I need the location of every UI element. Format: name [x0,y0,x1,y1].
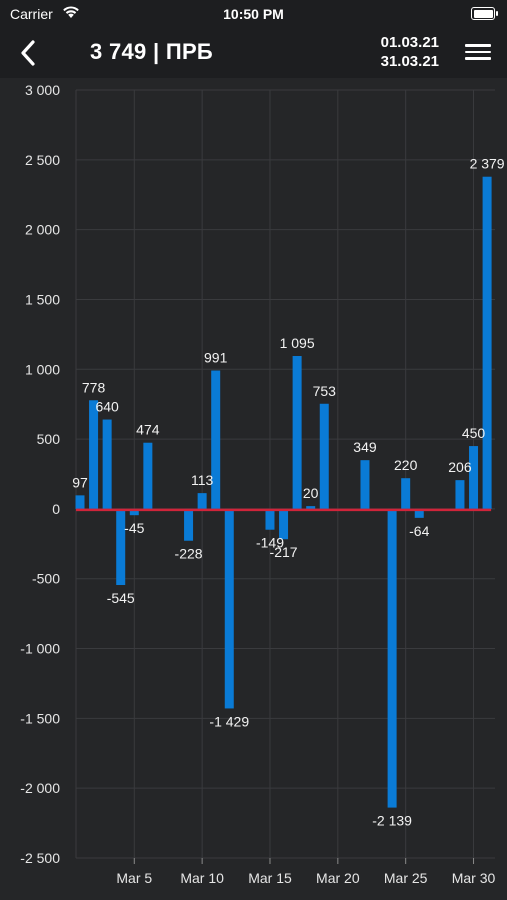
date-to: 31.03.21 [380,53,439,70]
bar [401,478,411,509]
bar-chart: 3 000 2 500 2 000 1 500 1 000 500 0 -500 -1 000 -… [20,82,505,886]
y-tick-label: 1 000 [25,361,60,377]
bar [184,508,194,541]
back-arrow-icon[interactable] [14,38,44,68]
y-axis-ticks: 3 000 2 500 2 000 1 500 1 000 500 0 -500 -1 000 -… [20,82,60,866]
y-tick-label: -1 500 [20,710,60,726]
data-label: 20 [303,485,319,501]
y-tick-label: -500 [32,571,60,587]
data-label: 220 [394,457,418,473]
x-tick-label: Mar 5 [116,870,152,886]
wifi-icon [63,6,79,18]
data-label: 97 [72,474,88,490]
y-tick-label: 2 000 [25,222,60,238]
menu-icon[interactable] [465,40,491,66]
data-label: 2 379 [470,156,505,172]
data-label: 349 [353,439,377,455]
bar [387,508,397,808]
y-tick-label: 1 500 [25,291,60,307]
y-tick-label: 2 500 [25,152,60,168]
data-label: 778 [82,379,106,395]
data-label: 206 [448,459,472,475]
y-tick-label: 500 [37,431,61,447]
bar [265,508,275,530]
x-tick-label: Mar 10 [180,870,224,886]
carrier-label: Carrier [10,6,53,22]
bar [211,370,221,509]
bar [224,508,234,709]
y-tick-label: 3 000 [25,82,60,98]
bar [319,403,329,509]
grid-lines [75,89,495,859]
bar [129,508,139,516]
page-title: 3 749 | ПРБ [90,39,214,64]
status-time: 10:50 PM [223,6,284,22]
nav-bar: 3 749 | ПРБ 01.03.21 31.03.21 [0,28,507,78]
data-label: -64 [409,523,429,539]
bar [143,442,153,509]
date-from: 01.03.21 [380,34,439,51]
data-label: 113 [191,472,214,488]
data-label: -228 [175,546,203,562]
data-label: 753 [313,383,337,399]
data-label: -2 139 [372,813,412,829]
data-label: 450 [462,425,486,441]
x-tick-label: Mar 30 [452,870,496,886]
bar [116,508,126,586]
battery-icon [471,7,498,20]
bar [102,419,112,509]
y-tick-label: -2 000 [20,780,60,796]
bars [75,176,492,808]
data-label: -1 429 [209,713,249,729]
data-label: 1 095 [280,335,315,351]
bar [89,400,99,509]
y-tick-label: -1 000 [20,641,60,657]
data-label: 640 [95,399,119,415]
data-label: -149 [256,535,284,551]
bar [469,446,479,509]
status-bar: Carrier 10:50 PM [0,0,507,28]
data-label: -545 [107,590,135,606]
x-axis-ticks: Mar 5 Mar 10 Mar 15 Mar 20 Mar 25 Mar 30 [116,858,496,886]
bar [482,176,492,509]
data-label: -217 [270,544,298,560]
data-label: 474 [136,422,160,438]
y-tick-label: -2 500 [20,850,60,866]
y-tick-label: 0 [52,501,60,517]
bar [292,356,302,509]
bar [306,506,316,509]
bar [279,508,289,540]
bar [75,495,85,509]
x-tick-label: Mar 15 [248,870,292,886]
bar [455,480,465,509]
data-label: -45 [124,520,144,536]
x-tick-label: Mar 25 [384,870,428,886]
data-label: 991 [204,350,228,366]
bar [414,508,424,518]
bar [197,493,207,509]
date-range[interactable]: 01.03.21 31.03.21 [381,33,439,71]
x-tick-label: Mar 20 [316,870,360,886]
bar [360,460,370,509]
